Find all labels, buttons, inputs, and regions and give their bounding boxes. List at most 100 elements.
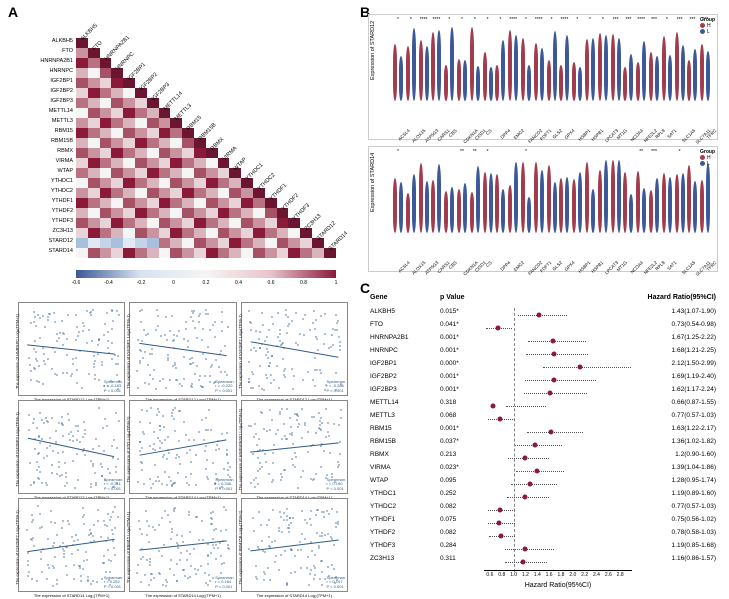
violin-xlabel: SAT1 — [667, 260, 678, 271]
heatmap-cell — [100, 128, 112, 138]
forest-row: YTHDF30.2841.19(0.85-1.68) — [368, 542, 718, 555]
scatter-ylabel: The expression of IGF2BP2 Log₂(TPM+1) — [15, 510, 20, 584]
heatmap-cell — [88, 58, 100, 68]
colorbar-tick: 0.6 — [268, 280, 275, 286]
heatmap-cell — [265, 238, 277, 248]
heatmap-cell — [100, 188, 112, 198]
heatmap-cell — [135, 108, 147, 118]
forest-row: METTL30.0680.77(0.57-1.03) — [368, 412, 718, 425]
heatmap-cell — [241, 198, 253, 208]
heatmap-cell — [100, 138, 112, 148]
heatmap-row-label: IGF2BP2 — [18, 88, 73, 94]
significance-mark: *** — [649, 149, 659, 155]
heatmap-cell — [182, 168, 194, 178]
scatter-plot: The expression of IGF2BP3 Log₂(TPM+1)The… — [18, 400, 125, 494]
forest-p-header: p Value — [440, 294, 465, 301]
heatmap-cell — [111, 238, 123, 248]
heatmap-cell — [76, 48, 88, 58]
heatmap-cell — [194, 198, 206, 208]
violin-panels: ACSL4ALOX15ATP5G3CARS1CBSCDKN1ACISD1CSDP… — [368, 14, 718, 274]
forest-ci-line — [515, 445, 562, 446]
heatmap-row-label: IGF2BP1 — [18, 78, 73, 84]
forest-gene: ALKBH5 — [370, 308, 395, 315]
heatmap-cell — [170, 218, 182, 228]
forest-row: VIRMA0.023*1.39(1.04-1.86) — [368, 464, 718, 477]
heatmap-cell — [135, 238, 147, 248]
heatmap-cell — [76, 238, 88, 248]
heatmap-cell — [277, 238, 289, 248]
heatmap-cell — [206, 178, 218, 188]
heatmap-cell — [76, 228, 88, 238]
heatmap-cell — [253, 198, 265, 208]
forest-pvalue: 0.015* — [440, 308, 459, 315]
violin-ylabel: Expression of STARD12 — [370, 21, 376, 80]
forest-hr-text: 1.2(0.90-1.60) — [675, 451, 716, 458]
heatmap-cell — [241, 228, 253, 238]
violin-xlabel: ALOX15 — [411, 128, 427, 144]
heatmap-cell — [88, 88, 100, 98]
forest-hr-text: 1.19(0.89-1.60) — [672, 490, 716, 497]
forest-row: METTL140.3180.66(0.87-1.55) — [368, 399, 718, 412]
scatter-stats: Spearmanr = 0.184P < 0.001 — [215, 576, 233, 589]
heatmap-cell — [111, 178, 123, 188]
forest-pvalue: 0.001* — [440, 386, 459, 393]
violin-xlabel: GLS2 — [551, 260, 563, 272]
heatmap-cell — [182, 248, 194, 258]
heatmap-cell — [253, 238, 265, 248]
heatmap-cell — [100, 78, 112, 88]
scatter-stats: Spearmanr = -0.220P < 0.001 — [215, 380, 233, 393]
forest-ci-line — [505, 549, 554, 550]
heatmap-cell — [88, 248, 100, 258]
heatmap-cell — [288, 238, 300, 248]
violin-xlabel: GLS2 — [551, 128, 563, 140]
scatter-plot: The expression of IGF2BP1 Log₂(TPM+1)The… — [129, 302, 236, 396]
heatmap-cell — [100, 178, 112, 188]
heatmap-row-label: YTHDF1 — [18, 198, 73, 204]
heatmap-cell — [88, 158, 100, 168]
heatmap-cell — [76, 218, 88, 228]
significance-mark: * — [675, 149, 685, 155]
heatmap-cell — [147, 128, 159, 138]
forest-pvalue: 0.001* — [440, 373, 459, 380]
scatter-ylabel: The expression of HNRNPC Log₂(TPM+1) — [15, 314, 20, 389]
significance-mark: **** — [419, 17, 429, 23]
forest-hr-text: 0.75(0.56-1.02) — [672, 516, 716, 523]
forest-row: WTAP0.0951.28(0.95-1.74) — [368, 477, 718, 490]
significance-mark: *** — [649, 17, 659, 23]
violin-xlabel: SAT1 — [667, 128, 678, 139]
significance-mark: *** — [675, 17, 685, 23]
significance-mark: * — [585, 17, 595, 23]
heatmap-cell — [218, 218, 230, 228]
heatmap-cell — [170, 198, 182, 208]
heatmap-cell — [182, 158, 194, 168]
heatmap-cell — [265, 248, 277, 258]
forest-ci-line — [527, 432, 583, 433]
heatmap-cell — [170, 208, 182, 218]
heatmap-cell — [170, 168, 182, 178]
significance-mark: **** — [636, 17, 646, 23]
forest-hr-text: 0.77(0.57-1.03) — [672, 412, 716, 419]
heatmap-cell — [135, 248, 147, 258]
heatmap-cell — [76, 118, 88, 128]
heatmap-cell — [159, 128, 171, 138]
forest-hr-text: 0.73(0.54-0.98) — [672, 321, 716, 328]
heatmap-cell — [147, 168, 159, 178]
heatmap-cell — [253, 208, 265, 218]
heatmap-cell — [182, 148, 194, 158]
forest-hr-text: 1.68(1.21-2.25) — [672, 347, 716, 354]
heatmap-cell — [123, 198, 135, 208]
heatmap-cell — [241, 188, 253, 198]
heatmap-cell — [253, 218, 265, 228]
violin-xlabel: DPP4 — [499, 128, 511, 140]
heatmap-cell — [159, 168, 171, 178]
heatmap-cell — [159, 158, 171, 168]
scatter-stats: Spearmanr = -0.286P < 0.001 — [327, 380, 345, 393]
heatmap-cell — [147, 238, 159, 248]
violin-xlabel: ALOX15 — [411, 260, 427, 276]
colorbar-tick: 1 — [335, 280, 338, 286]
forest-dot — [551, 338, 556, 343]
forest-gene: YTHDF2 — [370, 529, 395, 536]
forest-dot — [552, 377, 557, 382]
forest-pvalue: 0.001* — [440, 425, 459, 432]
heatmap-row-label: RBM15B — [18, 138, 73, 144]
